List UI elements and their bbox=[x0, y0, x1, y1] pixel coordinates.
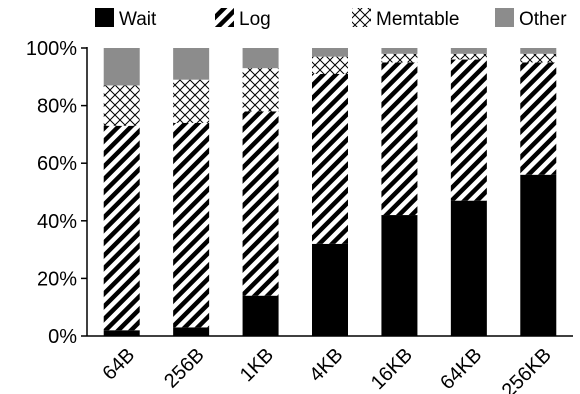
legend-label-log: Log bbox=[239, 9, 271, 30]
bar-segment-memtable-64kb bbox=[450, 53, 487, 60]
legend-label-memtable: Memtable bbox=[376, 9, 459, 30]
y-tick-label: 100% bbox=[26, 38, 77, 60]
bar-segment-log-64kb bbox=[450, 59, 487, 201]
bar-segment-wait-4kb bbox=[312, 243, 348, 336]
legend-swatch-memtable bbox=[352, 8, 371, 27]
x-tick-label: 4KB bbox=[305, 344, 347, 386]
bar-segment-wait-256b bbox=[173, 327, 210, 336]
bar-segment-memtable-16kb bbox=[381, 53, 418, 63]
bar-segment-memtable-256b bbox=[173, 79, 210, 123]
legend-label-wait: Wait bbox=[119, 9, 157, 30]
bar-segment-log-4kb bbox=[312, 73, 348, 244]
bar-segment-wait-256kb bbox=[520, 174, 557, 336]
bar-segment-log-256b bbox=[173, 122, 210, 328]
y-tick-label: 60% bbox=[37, 153, 77, 175]
bar-segment-wait-16kb bbox=[381, 215, 418, 336]
bar-segment-log-16kb bbox=[381, 62, 418, 216]
bar-segment-memtable-4kb bbox=[312, 56, 348, 74]
bar-segment-other-256kb bbox=[520, 48, 557, 54]
bar-segment-wait-64kb bbox=[450, 200, 487, 336]
bar-segment-memtable-64b bbox=[103, 85, 140, 126]
legend: Wait Log Memtable Other bbox=[95, 8, 567, 30]
bar-segment-memtable-1kb bbox=[242, 68, 279, 112]
x-tick-label: 256KB bbox=[498, 344, 556, 394]
bar-segment-wait-1kb bbox=[242, 295, 279, 336]
y-tick-label: 20% bbox=[37, 268, 77, 290]
bar-segment-other-1kb bbox=[242, 48, 279, 69]
y-tick-label: 40% bbox=[37, 211, 77, 233]
x-tick-label: 256B bbox=[160, 344, 209, 393]
bar-segment-log-1kb bbox=[242, 111, 279, 296]
legend-swatch-wait bbox=[95, 8, 114, 27]
bar-segment-other-64kb bbox=[450, 48, 487, 54]
bars bbox=[103, 48, 557, 336]
bar-segment-other-256b bbox=[173, 48, 210, 80]
x-tick-label: 1KB bbox=[236, 344, 278, 386]
x-tick-label: 64B bbox=[99, 344, 140, 385]
legend-label-other: Other bbox=[519, 9, 567, 30]
bar-segment-memtable-256kb bbox=[520, 53, 557, 63]
y-tick-label: 0% bbox=[48, 326, 77, 348]
y-tick-label: 80% bbox=[37, 96, 77, 118]
bar-segment-other-16kb bbox=[381, 48, 418, 54]
bar-segment-other-64b bbox=[103, 48, 140, 86]
x-tick-label: 16KB bbox=[367, 344, 417, 394]
legend-swatch-other bbox=[495, 8, 514, 27]
bar-segment-other-4kb bbox=[312, 48, 348, 57]
legend-swatch-log bbox=[215, 8, 234, 27]
bar-segment-log-64b bbox=[103, 125, 140, 331]
x-tick-label: 64KB bbox=[436, 344, 486, 394]
bar-segment-log-256kb bbox=[520, 62, 557, 175]
bar-segment-wait-64b bbox=[103, 330, 140, 336]
